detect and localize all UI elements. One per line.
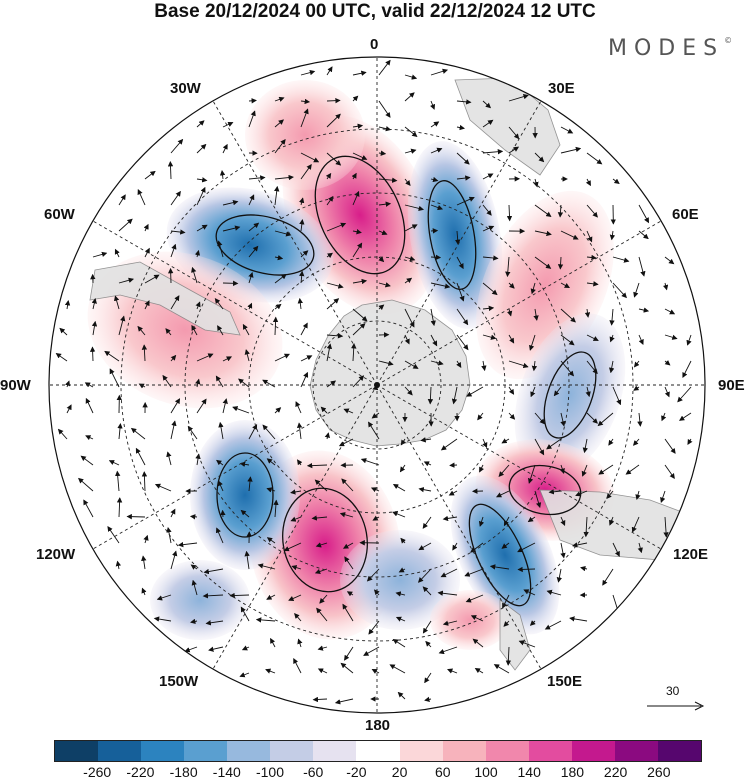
lon-label-90e: 90E — [718, 377, 745, 394]
lon-label-90w: 90W — [0, 377, 31, 394]
colorbar-tick-label: 60 — [435, 764, 451, 780]
colorbar-segment — [356, 741, 399, 761]
colorbar-tick-label: -180 — [170, 764, 198, 780]
colorbar-segment — [313, 741, 356, 761]
colorbar-segment — [400, 741, 443, 761]
lon-label-150w: 150W — [159, 673, 198, 690]
colorbar-tick-label: -140 — [213, 764, 241, 780]
colorbar-tick-label: 20 — [392, 764, 408, 780]
lon-label-150e: 150E — [547, 673, 582, 690]
colorbar-segment — [486, 741, 529, 761]
colorbar-ticks: -260 -220 -180 -140 -100 -60 -20 20 60 100 140 180 2… — [0, 764, 750, 784]
colorbar-segment — [529, 741, 572, 761]
colorbar-segment — [270, 741, 313, 761]
colorbar-tick-label: -220 — [126, 764, 154, 780]
arrow-right-icon — [645, 684, 705, 714]
colorbar-tick-label: 260 — [647, 764, 670, 780]
lon-label-60w: 60W — [44, 206, 75, 223]
colorbar-tick-label: -260 — [83, 764, 111, 780]
colorbar — [54, 740, 702, 762]
modes-logo: MODES© — [608, 36, 732, 61]
colorbar-segment — [141, 741, 184, 761]
lon-label-120w: 120W — [36, 546, 75, 563]
colorbar-segment — [184, 741, 227, 761]
colorbar-segment — [55, 741, 98, 761]
colorbar-segment — [658, 741, 701, 761]
lon-label-60e: 60E — [672, 206, 699, 223]
colorbar-segment — [227, 741, 270, 761]
colorbar-tick-label: 100 — [474, 764, 497, 780]
colorbar-tick-label: -20 — [346, 764, 366, 780]
colorbar-segment — [98, 741, 141, 761]
south-pole-marker — [374, 382, 380, 388]
colorbar-segment — [572, 741, 615, 761]
colorbar-tick-label: -60 — [303, 764, 323, 780]
colorbar-segment — [443, 741, 486, 761]
lon-label-180: 180 — [365, 717, 390, 734]
lon-label-30w: 30W — [170, 80, 201, 97]
colorbar-tick-label: 220 — [604, 764, 627, 780]
colorbar-tick-label: 180 — [561, 764, 584, 780]
colorbar-tick-label: 140 — [518, 764, 541, 780]
colorbar-tick-label: -100 — [256, 764, 284, 780]
lon-label-0: 0 — [370, 36, 378, 53]
lon-label-120e: 120E — [673, 546, 708, 563]
colorbar-segment — [615, 741, 658, 761]
lon-label-30e: 30E — [548, 80, 575, 97]
